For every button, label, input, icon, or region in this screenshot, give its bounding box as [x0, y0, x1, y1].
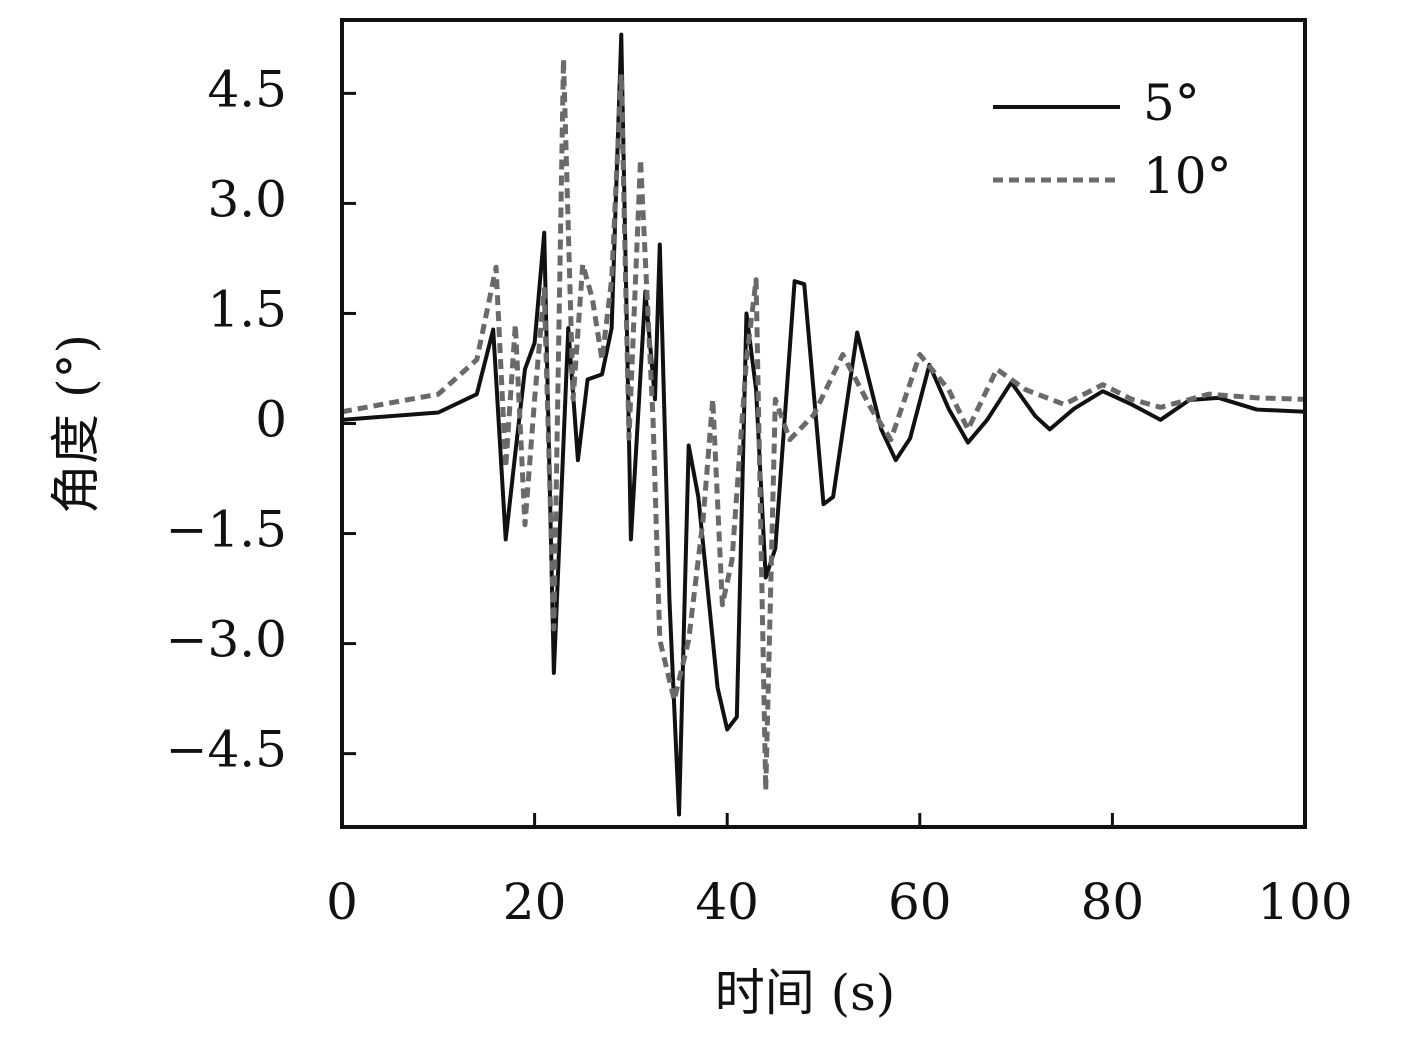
y-tick-label: 1.5 [207, 280, 287, 338]
legend-label: 5° [1143, 74, 1200, 132]
x-axis-title: 时间 (s) [715, 964, 896, 1022]
plot-frame [340, 18, 1307, 829]
x-tick-label: 0 [326, 873, 358, 931]
y-tick-label: 4.5 [207, 60, 287, 118]
y-tick-label: −1.5 [166, 501, 287, 559]
series-line [341, 56, 1306, 793]
y-tick-label: 3.0 [207, 170, 287, 228]
y-axis-title: 角度 (°) [47, 334, 105, 514]
x-tick-label: 20 [503, 873, 567, 931]
y-tick-label: −3.0 [166, 611, 287, 669]
legend-label: 10° [1143, 147, 1232, 205]
x-tick-label: 60 [888, 873, 952, 931]
y-tick-label: 0 [255, 391, 287, 449]
x-tick-label: 100 [1257, 873, 1352, 931]
y-tick-label: −4.5 [166, 721, 287, 779]
x-tick-label: 80 [1081, 873, 1145, 931]
series-line [341, 32, 1306, 817]
x-tick-label: 40 [695, 873, 759, 931]
